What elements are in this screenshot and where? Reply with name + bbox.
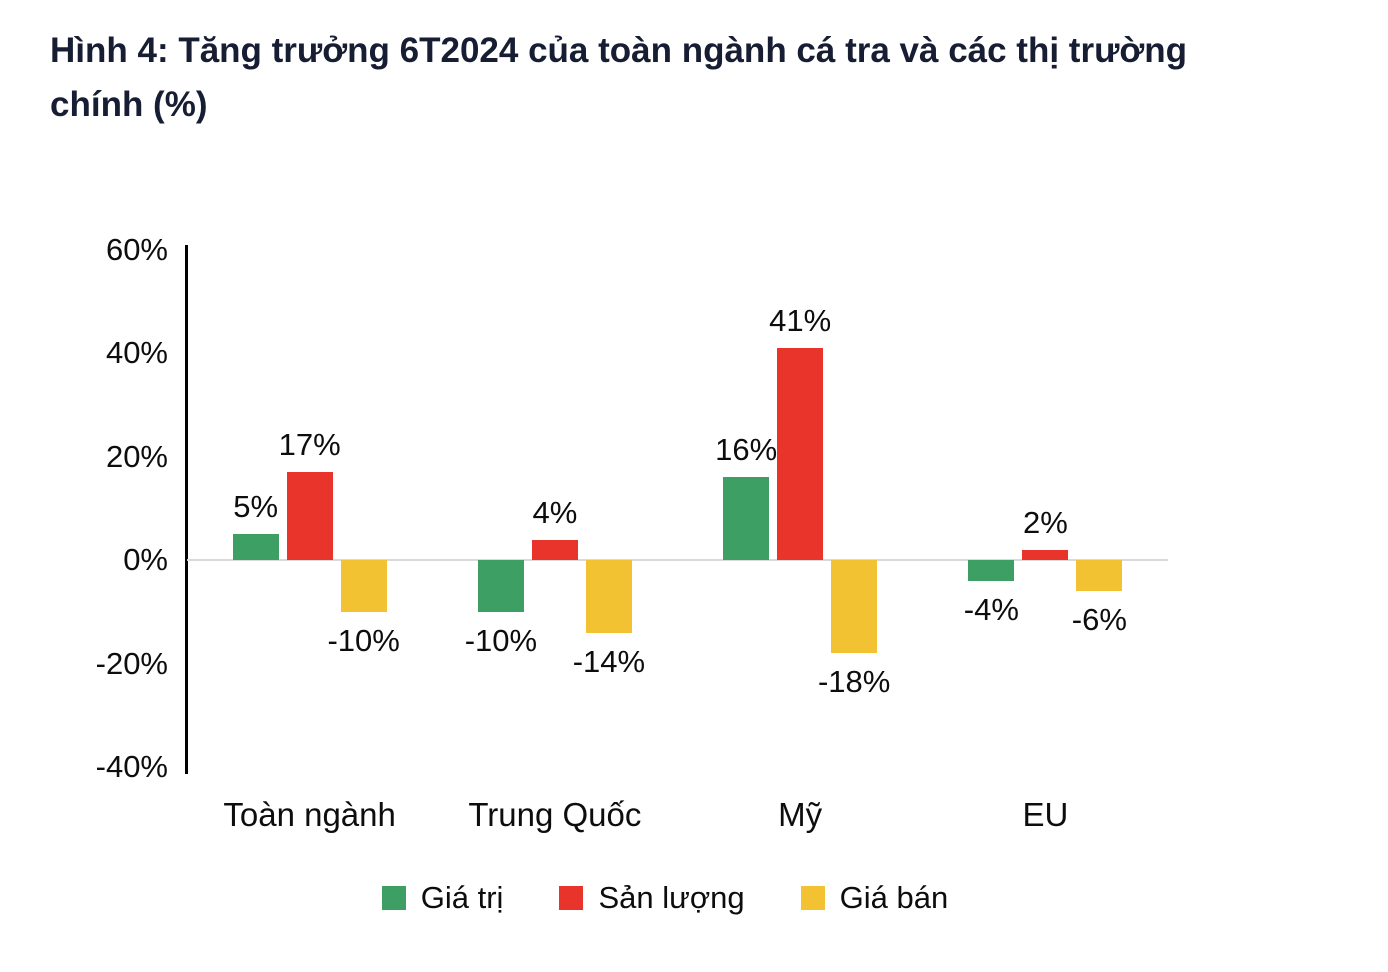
y-axis-tick-label: 40% [105,335,168,371]
bar-value-label: -14% [572,643,646,679]
x-category-label: Mỹ [778,796,823,833]
x-category-label: Trung Quốc [468,796,642,833]
y-axis-tick-label: -20% [95,645,168,681]
zero-gridline [187,559,1168,562]
legend-item: Sản lượng [559,880,745,916]
bar-value-label: 4% [532,494,578,530]
bar-value-label: -6% [1071,602,1127,638]
legend-item: Giá bán [800,880,949,916]
legend-swatch [381,886,406,910]
y-axis-tick-label: 0% [123,542,168,578]
chart-title: Hình 4: Tăng trưởng 6T2024 của toàn ngàn… [50,31,1188,125]
bar-value-label: -18% [817,664,891,700]
bar-series1-cat2 [777,348,824,561]
bar-series1-cat1 [531,539,578,561]
y-axis-tick-label: 60% [105,232,168,267]
bar-series2-cat1 [585,560,632,633]
x-category-label: EU [1022,796,1069,833]
bar-value-label: -10% [464,622,538,658]
bar-value-label: 2% [1022,504,1068,540]
bar-series2-cat2 [831,560,878,654]
bar-series0-cat0 [232,534,279,561]
bar-series0-cat1 [477,560,524,612]
y-axis-tick-label: 20% [105,438,168,474]
y-axis-tick-label: -40% [95,749,168,784]
bar-value-label: 41% [769,303,832,339]
chart-legend: Giá trị Sản lượng Giá bán [0,880,1330,916]
bar-series0-cat2 [723,477,770,561]
bar-series1-cat0 [286,472,333,561]
bar-value-label: 5% [233,489,279,525]
bar-value-label: -4% [963,591,1019,627]
bar-series2-cat3 [1076,560,1123,592]
legend-label: Giá trị [420,880,504,915]
bar-series1-cat3 [1022,549,1069,561]
legend-label: Giá bán [839,880,949,915]
x-category-label: Toàn ngành [223,796,396,833]
legend-swatch [800,886,825,910]
bar-series0-cat3 [968,560,1015,581]
bar-value-label: -10% [327,622,400,658]
legend-item: Giá trị [381,880,504,916]
legend-label: Sản lượng [598,880,745,915]
legend-swatch [559,886,584,910]
bar-series2-cat0 [340,560,387,612]
y-axis-line [185,245,188,774]
bar-value-label: 17% [278,427,341,463]
bar-value-label: 16% [715,432,778,468]
